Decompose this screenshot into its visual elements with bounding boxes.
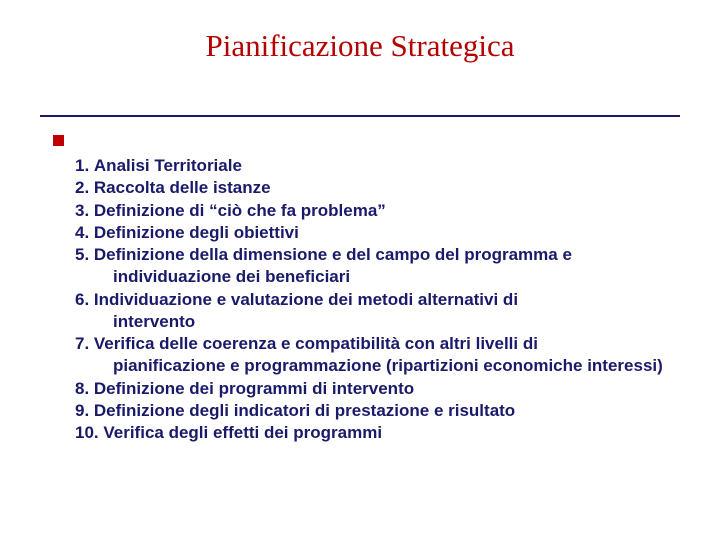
item-number: 2. — [75, 177, 94, 198]
slide-title: Pianificazione Strategica — [0, 28, 720, 64]
item-number: 1. — [75, 155, 94, 176]
item-text: Raccolta delle istanze — [94, 177, 271, 198]
item-continuation: individuazione dei beneficiari — [75, 266, 675, 287]
item-text: Definizione degli obiettivi — [94, 222, 299, 243]
list-item: 7. Verifica delle coerenza e compatibili… — [75, 333, 675, 354]
list-item: 10. Verifica degli effetti dei programmi — [75, 422, 675, 443]
numbered-list: 1. Analisi Territoriale2. Raccolta delle… — [75, 155, 675, 444]
list-item: 9. Definizione degli indicatori di prest… — [75, 400, 675, 421]
item-continuation: intervento — [75, 311, 675, 332]
list-item: 1. Analisi Territoriale — [75, 155, 675, 176]
item-text: Verifica delle coerenza e compatibilità … — [94, 333, 538, 354]
item-number: 7. — [75, 333, 94, 354]
item-number: 9. — [75, 400, 94, 421]
item-number: 10. — [75, 422, 103, 443]
item-text: Analisi Territoriale — [94, 155, 242, 176]
item-number: 6. — [75, 289, 94, 310]
item-number: 3. — [75, 200, 94, 221]
list-item: 5. Definizione della dimensione e del ca… — [75, 244, 675, 265]
title-underline — [40, 115, 680, 117]
item-text: Individuazione e valutazione dei metodi … — [94, 289, 518, 310]
item-text: Definizione della dimensione e del campo… — [94, 244, 572, 265]
item-text: Definizione degli indicatori di prestazi… — [94, 400, 515, 421]
list-item: 3. Definizione di “ciò che fa problema” — [75, 200, 675, 221]
item-text: Definizione di “ciò che fa problema” — [94, 200, 386, 221]
item-text: Verifica degli effetti dei programmi — [103, 422, 382, 443]
item-number: 8. — [75, 378, 94, 399]
item-number: 5. — [75, 244, 94, 265]
item-text: Definizione dei programmi di intervento — [94, 378, 414, 399]
list-item: 4. Definizione degli obiettivi — [75, 222, 675, 243]
list-item: 2. Raccolta delle istanze — [75, 177, 675, 198]
bullet-square — [53, 135, 64, 146]
item-number: 4. — [75, 222, 94, 243]
item-continuation: pianificazione e programmazione (riparti… — [75, 355, 675, 376]
list-item: 6. Individuazione e valutazione dei meto… — [75, 289, 675, 310]
list-item: 8. Definizione dei programmi di interven… — [75, 378, 675, 399]
